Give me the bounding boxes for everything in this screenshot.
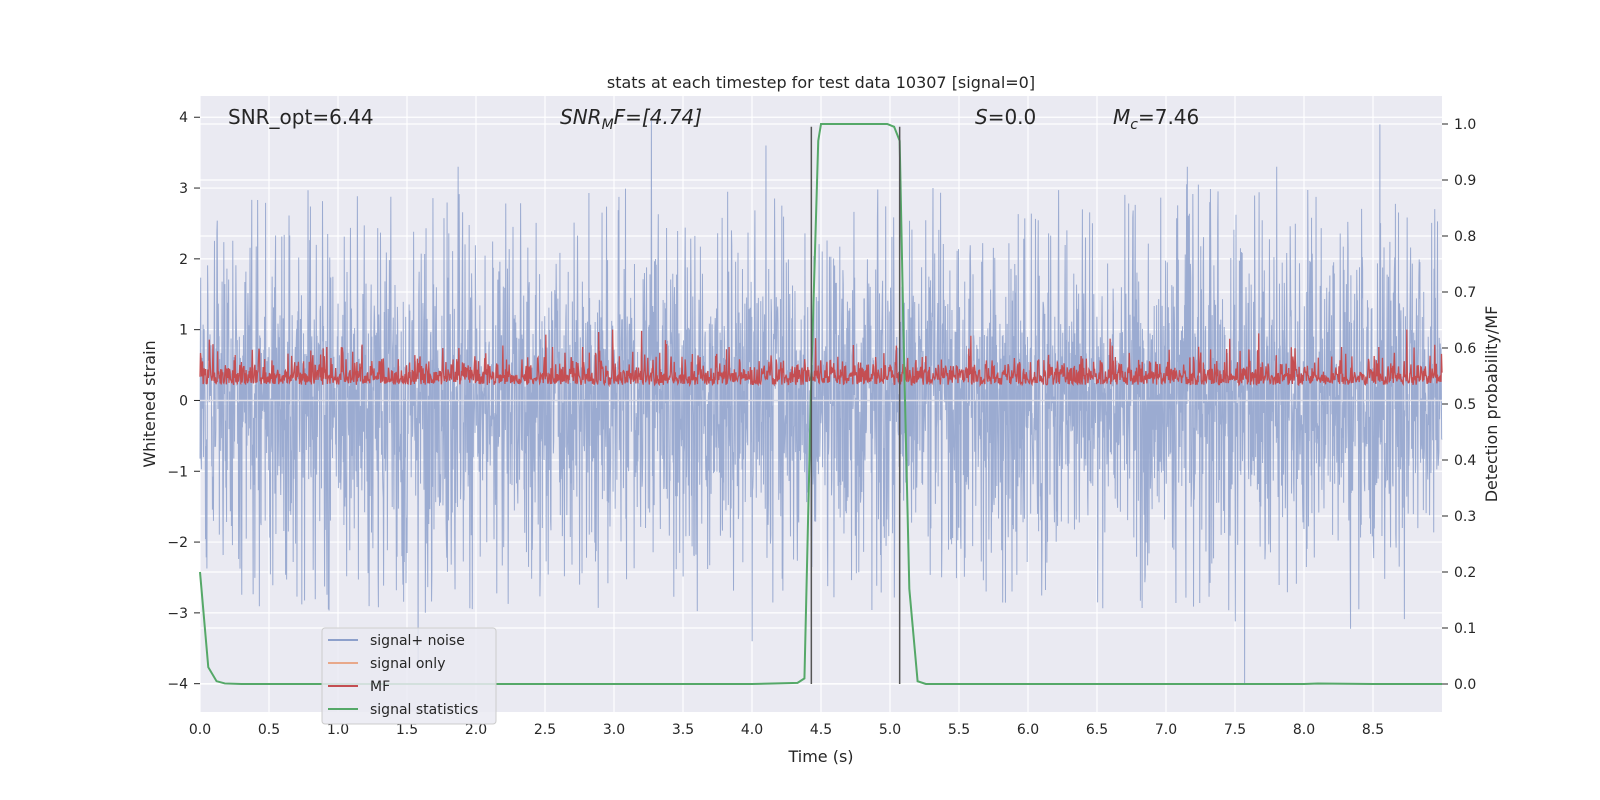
- right-y-tick-label: 0.2: [1454, 565, 1476, 581]
- annotation-mc-rest: =7.46: [1138, 105, 1199, 129]
- x-tick-label: 1.0: [327, 722, 349, 738]
- right-y-axis-ticks: 1.0 0.9 0.8 0.7 0.6 0.5 0.4 0.3 0.2 0.1 0.0: [1442, 117, 1476, 693]
- x-tick-label: 6.5: [1086, 722, 1108, 738]
- x-tick-label: 4.5: [810, 722, 832, 738]
- x-axis-ticks: 0.0 0.5 1.0 1.5 2.0 2.5 3.0 3.5 4.0 4.5 5.0 5.5 6.0 6…: [189, 722, 1384, 738]
- left-y-tick-label: 0: [179, 393, 188, 409]
- left-y-tick-label: −3: [167, 606, 188, 622]
- x-tick-label: 2.0: [465, 722, 487, 738]
- annotation-snr-mf: SNRMF=[4.74]: [560, 105, 702, 133]
- left-y-axis-label: Whitened strain: [140, 340, 159, 467]
- x-tick-label: 7.0: [1155, 722, 1177, 738]
- annotation-mc-var: M: [1113, 105, 1130, 129]
- annotation-mc-sub: c: [1130, 117, 1138, 133]
- annotation-snr-mf-base: SNR: [560, 105, 602, 129]
- annotation-s-var: S: [975, 105, 988, 129]
- right-y-axis-label: Detection probability/MF: [1482, 306, 1501, 503]
- left-y-tick-label: −4: [167, 677, 188, 693]
- right-y-tick-label: 0.5: [1454, 397, 1476, 413]
- legend-label-mf: MF: [370, 679, 390, 695]
- x-tick-label: 7.5: [1224, 722, 1246, 738]
- legend-label-signal-only: signal only: [370, 656, 445, 672]
- x-tick-label: 3.5: [672, 722, 694, 738]
- x-tick-label: 1.5: [396, 722, 418, 738]
- right-y-tick-label: 0.0: [1454, 677, 1476, 693]
- left-y-tick-label: −2: [167, 535, 188, 551]
- x-tick-label: 5.5: [948, 722, 970, 738]
- right-y-tick-label: 0.7: [1454, 285, 1476, 301]
- legend-label-signal-noise: signal+ noise: [370, 633, 465, 649]
- left-y-tick-label: 4: [179, 110, 188, 126]
- x-tick-label: 3.0: [603, 722, 625, 738]
- right-y-tick-label: 0.9: [1454, 173, 1476, 189]
- annotation-snr-mf-sub: M: [602, 117, 614, 133]
- left-y-tick-label: −1: [167, 464, 188, 480]
- x-tick-label: 8.0: [1293, 722, 1315, 738]
- series-signal-statistics: [199, 123, 1442, 685]
- right-y-tick-label: 0.4: [1454, 453, 1476, 469]
- annotation-s-rest: =0.0: [988, 105, 1037, 129]
- left-y-axis-ticks: 4 3 2 1 0 −1 −2 −3 −4: [167, 110, 200, 693]
- legend: signal+ noise signal only MF signal stat…: [321, 627, 497, 725]
- right-y-tick-label: 1.0: [1454, 117, 1476, 133]
- x-tick-label: 0.0: [189, 722, 211, 738]
- series-signal-noise: [199, 120, 1443, 684]
- chart-title: stats at each timestep for test data 103…: [607, 73, 1035, 92]
- x-tick-label: 2.5: [534, 722, 556, 738]
- legend-box: [321, 627, 497, 725]
- series-layer: [199, 120, 1443, 685]
- right-y-tick-label: 0.3: [1454, 509, 1476, 525]
- right-y-tick-label: 0.8: [1454, 229, 1476, 245]
- x-tick-label: 5.0: [879, 722, 901, 738]
- x-tick-label: 8.5: [1362, 722, 1384, 738]
- right-y-tick-label: 0.6: [1454, 341, 1476, 357]
- annotation-snr-mf-rest: F=[4.74]: [614, 105, 702, 129]
- x-tick-label: 4.0: [741, 722, 763, 738]
- left-y-tick-label: 1: [179, 323, 188, 339]
- x-tick-label: 0.5: [258, 722, 280, 738]
- x-tick-label: 6.0: [1017, 722, 1039, 738]
- annotation-mc: Mc=7.46: [1113, 105, 1199, 133]
- left-y-tick-label: 3: [179, 181, 188, 197]
- legend-label-signal-statistics: signal statistics: [370, 702, 478, 718]
- vertical-lines: [810, 126, 901, 684]
- series-mf: [199, 329, 1443, 388]
- left-y-tick-label: 2: [179, 252, 188, 268]
- annotation-s: S=0.0: [975, 105, 1036, 129]
- x-axis-label: Time (s): [787, 747, 853, 766]
- annotation-snr-opt: SNR_opt=6.44: [228, 105, 374, 129]
- right-y-tick-label: 0.1: [1454, 621, 1476, 637]
